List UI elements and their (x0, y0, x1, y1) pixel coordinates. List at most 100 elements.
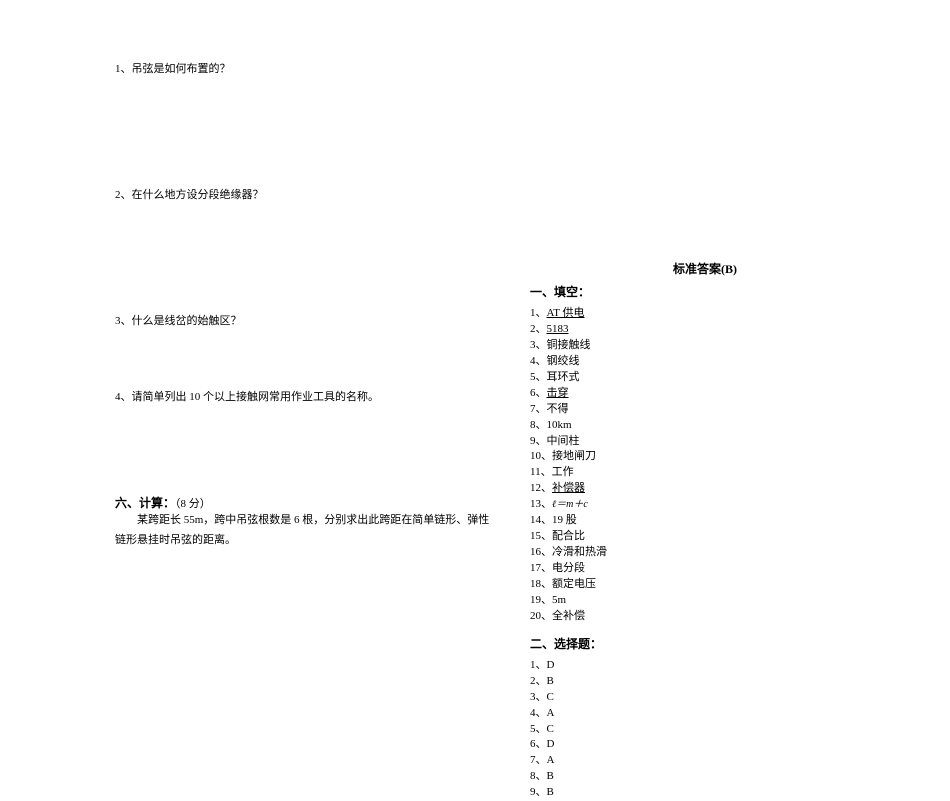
fill-answer-row: 6、击穿 (530, 386, 880, 402)
calc-body: 某跨距长 55m，跨中吊弦根数是 6 根，分别求出此跨距在简单链形、弹性链形悬挂… (115, 511, 495, 551)
fill-answers-list: 1、AT 供电2、51833、铜接触线4、钢绞线5、耳环式6、击穿7、不得8、1… (530, 306, 880, 625)
choice-number: 4、 (530, 707, 547, 719)
answer-number: 9、 (530, 435, 547, 447)
answer-number: 5、 (530, 371, 547, 383)
choice-text: A (547, 707, 555, 719)
choice-number: 2、 (530, 675, 547, 687)
answer-number: 12、 (530, 482, 552, 494)
calc-points: （8 分） (175, 498, 211, 510)
fill-answer-row: 2、5183 (530, 322, 880, 338)
fill-answer-row: 8、10km (530, 418, 880, 434)
choice-number: 6、 (530, 738, 547, 750)
answer-number: 3、 (530, 339, 547, 351)
answer-text: 不得 (547, 403, 569, 415)
calc-section: 六、计算：（8 分） 某跨距长 55m，跨中吊弦根数是 6 根，分别求出此跨距在… (115, 494, 495, 551)
fill-answer-row: 11、工作 (530, 465, 880, 481)
answer-text: 10km (547, 419, 572, 431)
answer-number: 2、 (530, 323, 547, 335)
choice-answer-row: 7、A (530, 753, 880, 769)
fill-answer-row: 5、耳环式 (530, 370, 880, 386)
choice-number: 9、 (530, 786, 547, 798)
answer-number: 10、 (530, 450, 552, 462)
answer-text: 耳环式 (547, 371, 580, 383)
choice-answer-row: 8、B (530, 769, 880, 785)
answer-number: 20、 (530, 610, 552, 622)
right-column: 标准答案(B) 一、填空： 1、AT 供电2、51833、铜接触线4、钢绞线5、… (530, 260, 880, 801)
answer-formula: ℓ＝m＋c (552, 499, 588, 510)
choice-text: B (547, 675, 554, 687)
answer-number: 1、 (530, 307, 547, 319)
answer-number: 7、 (530, 403, 547, 415)
fill-answer-row: 20、全补偿 (530, 609, 880, 625)
answer-number: 8、 (530, 419, 547, 431)
choice-text: D (547, 738, 555, 750)
answer-number: 13、 (530, 498, 552, 510)
answer-text: 接地闸刀 (552, 450, 596, 462)
answer-text: 19 股 (552, 514, 577, 526)
choice-heading: 二、选择题： (530, 635, 880, 652)
fill-answer-row: 15、配合比 (530, 529, 880, 545)
choice-answer-row: 4、A (530, 706, 880, 722)
choice-answer-row: 9、B (530, 785, 880, 801)
fill-answer-row: 18、额定电压 (530, 577, 880, 593)
answer-text: 补偿器 (552, 482, 585, 494)
fill-answer-row: 4、钢绞线 (530, 354, 880, 370)
choice-text: C (547, 723, 554, 735)
answer-text: 中间柱 (547, 435, 580, 447)
answer-number: 14、 (530, 514, 552, 526)
choice-number: 7、 (530, 754, 547, 766)
fill-answer-row: 13、ℓ＝m＋c (530, 497, 880, 513)
answer-number: 18、 (530, 578, 552, 590)
fill-heading: 一、填空： (530, 283, 880, 300)
answer-text: 冷滑和热滑 (552, 546, 607, 558)
question-2: 2、在什么地方设分段绝缘器？ (115, 186, 495, 202)
answer-number: 16、 (530, 546, 552, 558)
answer-text: 击穿 (547, 387, 569, 399)
choice-answer-row: 2、B (530, 674, 880, 690)
answer-text: 全补偿 (552, 610, 585, 622)
fill-answer-row: 10、接地闸刀 (530, 449, 880, 465)
fill-answer-row: 16、冷滑和热滑 (530, 545, 880, 561)
choice-number: 5、 (530, 723, 547, 735)
choice-number: 3、 (530, 691, 547, 703)
choice-text: B (547, 786, 554, 798)
question-3: 3、什么是线岔的始触区？ (115, 312, 495, 328)
answer-text: 铜接触线 (547, 339, 591, 351)
question-1: 1、吊弦是如何布置的？ (115, 60, 495, 76)
choice-answer-row: 5、C (530, 722, 880, 738)
fill-answer-row: 12、补偿器 (530, 481, 880, 497)
left-column: 1、吊弦是如何布置的？ 2、在什么地方设分段绝缘器？ 3、什么是线岔的始触区？ … (115, 60, 495, 551)
choice-text: A (547, 754, 555, 766)
question-4: 4、请简单列出 10 个以上接触网常用作业工具的名称。 (115, 388, 495, 404)
choice-answer-row: 6、D (530, 737, 880, 753)
fill-answer-row: 1、AT 供电 (530, 306, 880, 322)
choice-number: 1、 (530, 659, 547, 671)
answer-text: 钢绞线 (547, 355, 580, 367)
choice-answer-row: 3、C (530, 690, 880, 706)
fill-answer-row: 17、电分段 (530, 561, 880, 577)
answer-number: 15、 (530, 530, 552, 542)
answer-number: 6、 (530, 387, 547, 399)
choice-text: C (547, 691, 554, 703)
fill-answer-row: 19、5m (530, 593, 880, 609)
choice-answer-row: 1、D (530, 658, 880, 674)
answer-text: AT 供电 (547, 307, 585, 319)
answer-text: 5183 (547, 323, 569, 335)
choice-number: 8、 (530, 770, 547, 782)
fill-answer-row: 7、不得 (530, 402, 880, 418)
calc-heading: 六、计算： (115, 496, 175, 510)
answer-text: 工作 (552, 466, 574, 478)
fill-answer-row: 14、19 股 (530, 513, 880, 529)
answer-text: 5m (552, 594, 566, 606)
choice-text: D (547, 659, 555, 671)
answer-text: 配合比 (552, 530, 585, 542)
choice-answers-list: 1、D2、B3、C4、A5、C6、D7、A8、B9、B (530, 658, 880, 801)
fill-answer-row: 9、中间柱 (530, 434, 880, 450)
answer-number: 19、 (530, 594, 552, 606)
answer-text: 电分段 (552, 562, 585, 574)
answer-text: 额定电压 (552, 578, 596, 590)
answer-number: 4、 (530, 355, 547, 367)
choice-text: B (547, 770, 554, 782)
answer-number: 11、 (530, 466, 552, 478)
answer-title: 标准答案(B) (530, 260, 880, 277)
